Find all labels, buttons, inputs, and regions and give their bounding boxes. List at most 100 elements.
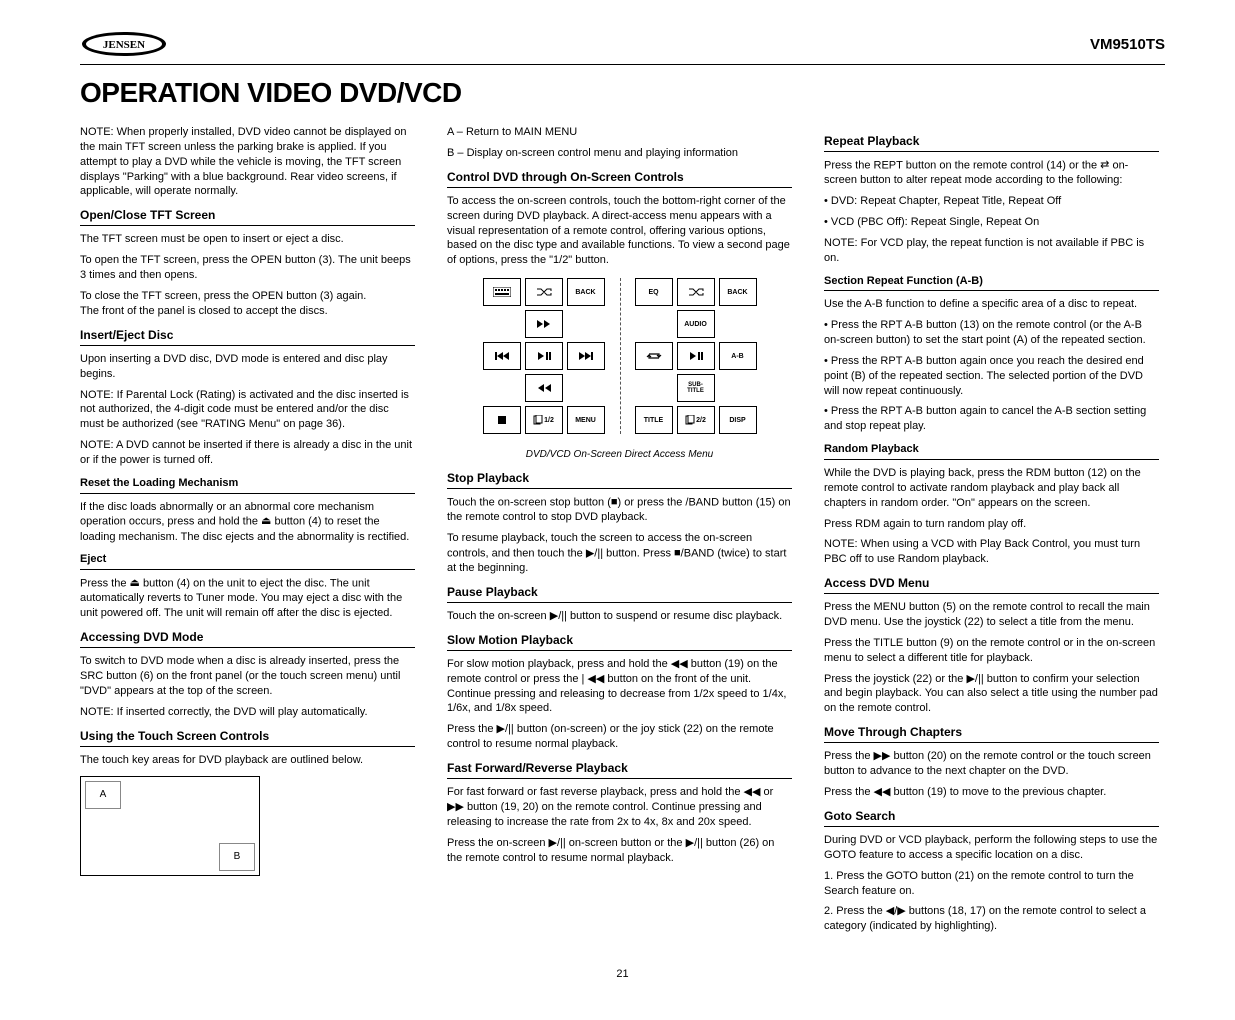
text: / [681,547,684,559]
text: Press the REPT button on the remote cont… [824,160,1100,172]
text: Press the on-screen ▶/|| on-screen butto… [447,836,792,866]
text: Use the A-B function to define a specifi… [824,297,1159,312]
heading-pause-playback: Pause Playback [447,584,792,603]
text: Press the ◀◀ button (19) to move to the … [824,785,1159,800]
text: Touch the on-screen [447,610,550,622]
fast-rewind-icon [525,374,563,402]
text: 1/2 [544,417,554,424]
text: Press the REPT button on the remote cont… [824,158,1159,188]
title-button: TITLE [635,406,673,434]
text: • Press the RPT A-B button (13) on the r… [824,318,1159,348]
text: For fast forward or fast reverse playbac… [447,786,744,798]
text: While the DVD is playing back, press the… [824,466,1159,511]
text: To resume playback, touch the screen to … [447,532,752,559]
text: / [594,547,597,559]
heading-stop-playback: Stop Playback [447,470,792,489]
text: NOTE: If inserted correctly, the DVD wil… [80,705,415,720]
text: / [557,837,560,849]
heading-chapters: Move Through Chapters [824,724,1159,743]
subtitle-button: SUB-TITLE [677,374,715,402]
text: NOTE: For VCD play, the repeat function … [824,236,1159,266]
heading-dvd-menu: Access DVD Menu [824,575,1159,594]
svg-text:JENSEN: JENSEN [103,39,145,51]
text: • Press the RPT A-B button again once yo… [824,354,1159,399]
text: For slow motion playback, press and hold… [447,658,671,670]
text: 2/2 [696,417,706,424]
back-button: BACK [719,278,757,306]
page-number: 21 [80,968,1165,980]
heading-random: Random Playback [824,442,1159,460]
eq-button: EQ [635,278,673,306]
shuffle-icon [525,278,563,306]
back-button: BACK [567,278,605,306]
repeat-icon [635,342,673,370]
text: Press the joystick (22) or the ▶/|| butt… [824,672,1159,717]
figure-caption: DVD/VCD On-Screen Direct Access Menu [447,448,792,462]
text: The TFT screen must be open to insert or… [80,232,415,247]
text: NOTE: When using a VCD with Play Back Co… [824,537,1159,567]
text: For fast forward or fast reverse playbac… [447,785,792,830]
content: NOTE: When properly installed, DVD video… [80,125,1165,940]
keyboard-icon [483,278,521,306]
heading-insert-eject: Insert/Eject Disc [80,327,415,346]
text: • VCD (PBC Off): Repeat Single, Repeat O… [824,215,1159,230]
audio-button: AUDIO [677,310,715,338]
column-1: NOTE: When properly installed, DVD video… [80,125,415,940]
column-2: A – Return to MAIN MENU B – Display on-s… [447,125,792,940]
ab-repeat-button: A-B [719,342,757,370]
text: To access the on-screen controls, touch … [447,194,792,268]
text: Press the [447,723,497,735]
text: • DVD: Repeat Chapter, Repeat Title, Rep… [824,194,1159,209]
text: Touch the on-screen ▶/|| button to suspe… [447,609,792,624]
heading-touch-screen: Using the Touch Screen Controls [80,728,415,747]
heading-open-close: Open/Close TFT Screen [80,207,415,226]
menu-button: MENU [567,406,605,434]
text: During DVD or VCD playback, perform the … [824,833,1159,863]
model-number: VM9510TS [1090,36,1165,53]
text: / [505,723,508,735]
remote-page-2: EQ BACK AUDIO A-B SUB-TITLE TITLE [635,278,757,434]
text: Press the MENU button (5) on the remote … [824,600,1159,630]
touch-zone-b: B [219,843,255,871]
page-title: OPERATION VIDEO DVD/VCD [80,77,1165,109]
text: The touch key areas for DVD playback are… [80,753,415,768]
heading-fast-forward: Fast Forward/Reverse Playback [447,760,792,779]
text: Touch the on-screen stop button (■) or p… [447,495,792,525]
heading-ab-repeat: Section Repeat Function (A-B) [824,274,1159,292]
header: JENSEN VM9510TS [80,30,1165,65]
text: The front of the panel is closed to acce… [80,305,328,317]
touch-area-diagram: A B [80,776,260,876]
text: Press the [80,578,130,590]
text: 2. Press the ◀/▶ buttons (18, 17) on the… [824,904,1159,934]
text: / [558,610,561,622]
stop-icon: ■ [611,495,618,510]
text: Press the TITLE button (9) on the remote… [824,636,1159,666]
remote-diagram: BACK [447,278,792,434]
text: button (19, 20) on the remote control. C… [447,801,762,828]
heading-accessing-dvd: Accessing DVD Mode [80,629,415,648]
text: 1. Press the GOTO button (21) on the rem… [824,869,1159,899]
text: NOTE: If Parental Lock (Rating) is activ… [80,388,415,433]
shuffle-icon [677,278,715,306]
heading-goto: Goto Search [824,808,1159,827]
text: Press the ⏏ button (4) on the unit to ej… [80,576,415,621]
text: Touch the on-screen stop button ( [447,496,611,508]
text: or [760,786,773,798]
stop-icon: ■ [674,546,681,561]
text: To resume playback, touch the screen to … [447,531,792,576]
text: For slow motion playback, press and hold… [447,657,792,716]
heading-reset: Reset the Loading Mechanism [80,476,415,494]
prev-track-icon [483,342,521,370]
text: To open the TFT screen, press the OPEN b… [80,253,415,283]
page-1of2-button: 1/2 [525,406,563,434]
text: Press the ▶▶ button (20) on the remote c… [824,749,1159,779]
text: / [694,837,697,849]
text: To close the TFT screen, press the OPEN … [80,289,415,319]
text: • Press the RPT A-B button again to canc… [824,404,1159,434]
next-track-icon [567,342,605,370]
touch-zone-a: A [85,781,121,809]
text: B – Display on-screen control menu and p… [447,146,792,161]
text: Upon inserting a DVD disc, DVD mode is e… [80,352,415,382]
text: Press RDM again to turn random play off. [824,517,1159,532]
page-2of2-button: 2/2 [677,406,715,434]
